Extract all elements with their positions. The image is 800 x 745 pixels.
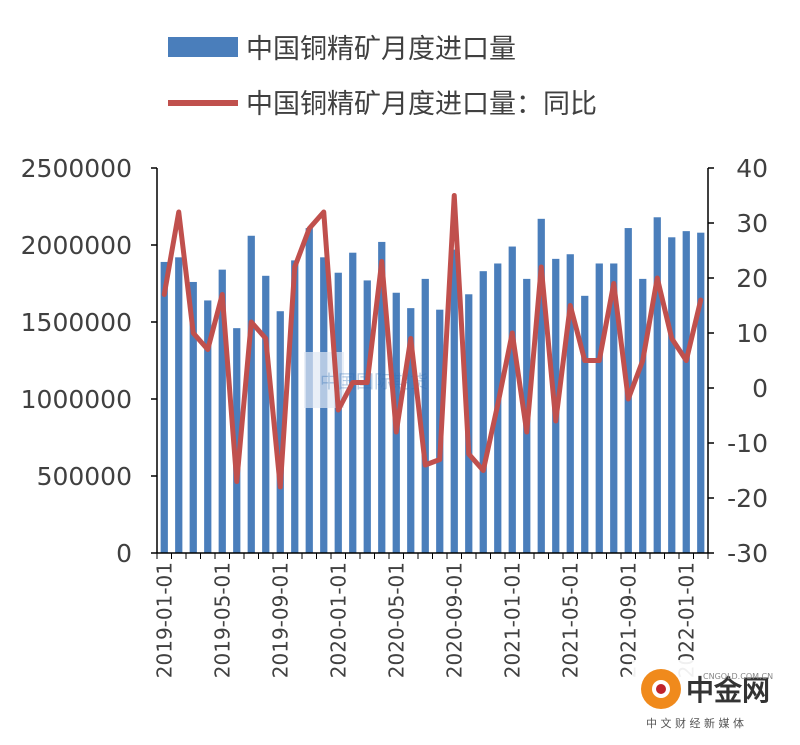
bar bbox=[639, 279, 646, 553]
left-y-tick-label: 500000 bbox=[37, 462, 132, 491]
bar bbox=[335, 273, 342, 553]
right-y-tick-label: 0 bbox=[752, 374, 768, 403]
bar bbox=[480, 271, 487, 553]
logo-tagline: 中 文 财 经 新 媒 体 bbox=[646, 716, 744, 730]
right-y-tick-label: -20 bbox=[727, 484, 768, 513]
bar bbox=[596, 263, 603, 553]
right-y-tick-label: 30 bbox=[736, 209, 768, 238]
logo-emblem-dot bbox=[656, 684, 666, 694]
left-y-tick-label: 2000000 bbox=[21, 231, 132, 260]
bar bbox=[349, 253, 356, 553]
bar bbox=[161, 262, 168, 553]
left-y-tick-label: 2500000 bbox=[21, 154, 132, 183]
bar bbox=[451, 250, 458, 553]
bar bbox=[248, 236, 255, 553]
bar bbox=[175, 257, 182, 553]
bar bbox=[654, 217, 661, 553]
x-tick-label: 2019-05-01 bbox=[210, 562, 234, 678]
bar bbox=[567, 254, 574, 553]
x-tick-label: 2019-09-01 bbox=[268, 562, 292, 678]
legend-swatch-bar bbox=[168, 37, 238, 57]
left-y-tick-label: 1500000 bbox=[21, 308, 132, 337]
right-y-tick-label: 20 bbox=[736, 264, 768, 293]
bar bbox=[422, 279, 429, 553]
bar bbox=[683, 231, 690, 553]
line-series bbox=[164, 195, 701, 487]
left-y-tick-label: 0 bbox=[116, 539, 132, 568]
legend-label-bar: 中国铜精矿月度进口量 bbox=[246, 34, 516, 65]
bar bbox=[581, 296, 588, 553]
right-y-tick-label: -10 bbox=[727, 429, 768, 458]
legend-label-line: 中国铜精矿月度进口量：同比 bbox=[246, 89, 597, 120]
bar bbox=[364, 280, 371, 553]
right-y-tick-label: 10 bbox=[736, 319, 768, 348]
x-tick-label: 2019-01-01 bbox=[152, 562, 176, 678]
right-y-tick-label: -30 bbox=[727, 539, 768, 568]
logo-url: CNGOLD.COM.CN bbox=[703, 672, 773, 681]
bar bbox=[697, 233, 704, 553]
right-y-tick-label: 40 bbox=[736, 154, 768, 183]
bar bbox=[509, 247, 516, 553]
bar bbox=[262, 276, 269, 553]
x-tick-label: 2020-01-01 bbox=[326, 562, 350, 678]
yoy-line bbox=[164, 196, 701, 488]
x-tick-label: 2021-05-01 bbox=[558, 562, 582, 678]
bar-series bbox=[161, 217, 705, 553]
bar bbox=[668, 237, 675, 553]
x-tick-label: 2021-01-01 bbox=[500, 562, 524, 678]
x-tick-label: 2020-09-01 bbox=[442, 562, 466, 678]
left-y-tick-label: 1000000 bbox=[21, 385, 132, 414]
x-tick-label: 2020-05-01 bbox=[384, 562, 408, 678]
